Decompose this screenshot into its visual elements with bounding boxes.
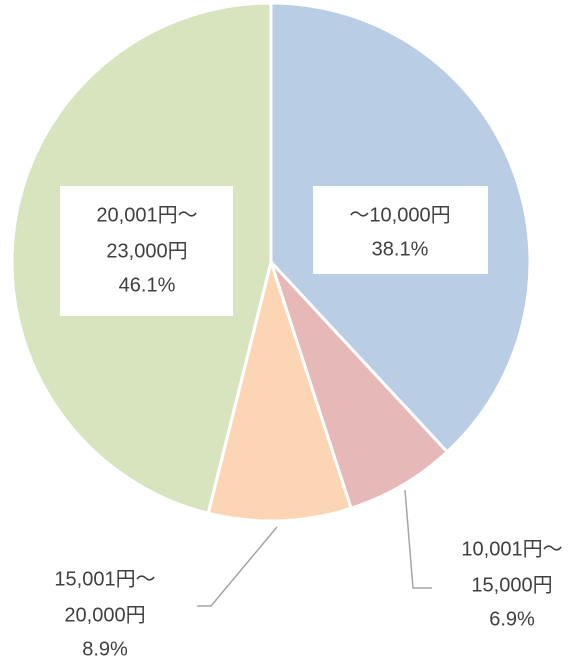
category-label: 20,000円 <box>64 604 145 626</box>
pie-slice <box>269 260 450 511</box>
value-label: 46.1% <box>119 274 176 296</box>
category-label: ～10,000円 <box>349 204 450 226</box>
category-label: 20,001円～ <box>96 204 197 226</box>
label-box <box>313 186 488 274</box>
category-label: 10,001円～ <box>461 538 562 560</box>
leader-line <box>197 526 278 607</box>
value-label: 38.1% <box>372 238 429 260</box>
category-label: 15,000円 <box>471 574 552 596</box>
value-label: 8.9% <box>82 638 128 660</box>
pie-slice <box>206 256 353 523</box>
category-label: 23,000円 <box>106 240 187 262</box>
category-label: 15,001円～ <box>54 568 155 590</box>
label-box <box>60 186 233 316</box>
leader-line <box>404 489 432 589</box>
value-label: 6.9% <box>489 608 535 630</box>
